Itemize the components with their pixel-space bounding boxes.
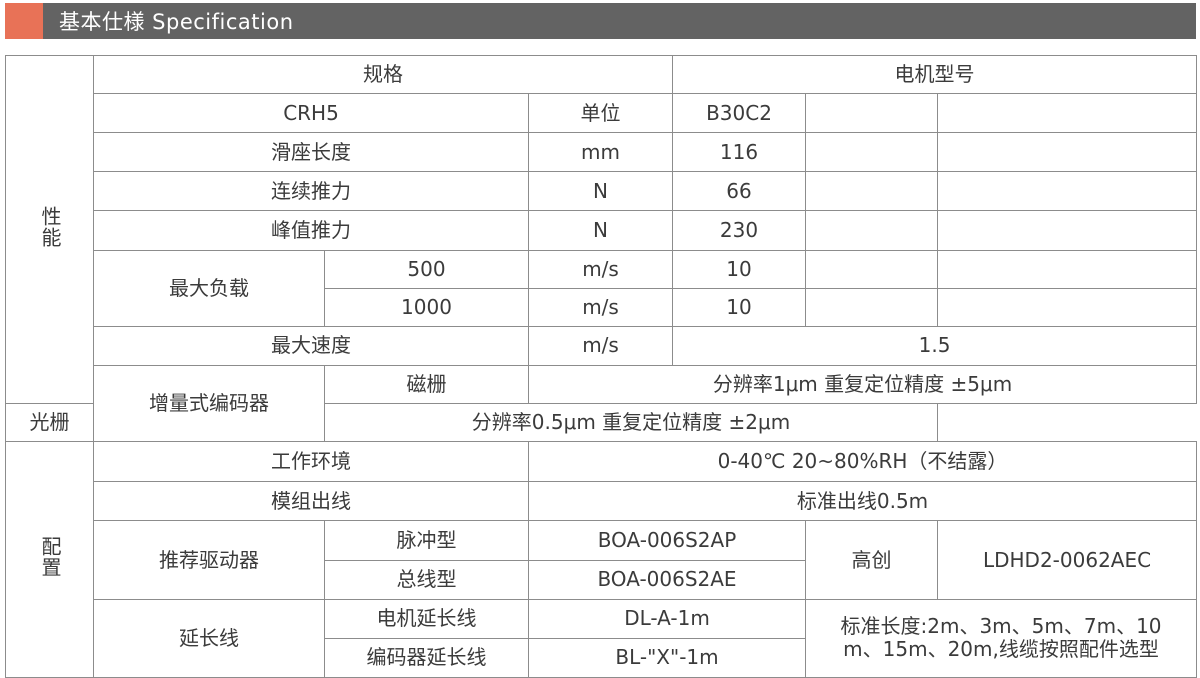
table-row: 总线型 BOA-006S2AE <box>6 559 1197 600</box>
row-label: 增量式编码器 <box>93 364 325 443</box>
table-row: 最大速度 m/s 1.5 <box>6 325 1198 366</box>
row-value: 116 <box>672 132 807 173</box>
row-sublabel: 500 <box>324 249 529 289</box>
row-value-empty-1 <box>805 210 939 251</box>
row-unit: mm <box>527 132 674 173</box>
row-label: CRH5 <box>93 93 529 134</box>
driver-brand: 高创 <box>805 520 939 600</box>
row-value: DL-A-1m <box>527 598 807 639</box>
row-unit: 单位 <box>527 93 674 134</box>
table-row: CRH5 单位 B30C2 <box>6 93 1198 134</box>
row-label: 峰值推力 <box>93 210 529 251</box>
column-header-motor-model: 电机型号 <box>672 54 1198 95</box>
row-sublabel: 光栅 <box>5 403 94 443</box>
row-value: BOA-006S2AP <box>527 520 807 561</box>
row-label: 滑座长度 <box>93 132 529 173</box>
accent-swatch <box>5 3 43 39</box>
row-value-empty-2 <box>937 132 1198 173</box>
table-row: 1000 m/s 10 <box>6 287 1198 327</box>
row-value-empty-1 <box>805 93 939 134</box>
row-unit: N <box>527 171 674 212</box>
row-sublabel: 脉冲型 <box>324 520 529 561</box>
row-value: B30C2 <box>672 93 807 134</box>
row-value-empty-1 <box>805 132 939 173</box>
row-value: 分辨率0.5μm 重复定位精度 ±2μm <box>323 403 939 443</box>
row-unit: m/s <box>527 249 674 289</box>
table-row: 增量式编码器 磁栅 分辨率1μm 重复定位精度 ±5μm <box>6 364 1198 443</box>
row-value-empty-1 <box>805 249 939 289</box>
row-value: 10 <box>672 249 807 289</box>
specification-table: 性能 规格 电机型号 CRH5 单位 B30C2 滑座长度 mm 116 <box>5 54 1198 678</box>
row-label: 连续推力 <box>93 171 529 212</box>
row-value: 1.5 <box>672 325 1198 366</box>
table-header-row: 性能 规格 电机型号 <box>5 54 1198 405</box>
row-value: 230 <box>672 210 807 251</box>
row-value-empty-2 <box>937 249 1198 289</box>
row-unit: m/s <box>527 325 674 366</box>
row-value-empty-1 <box>805 287 939 327</box>
section-label-configuration: 配置 <box>5 441 94 678</box>
row-sublabel: 1000 <box>324 287 529 327</box>
row-value-empty-2 <box>937 287 1198 327</box>
section-title-bar: 基本仕様 Specification <box>5 3 1196 39</box>
row-sublabel: 电机延长线 <box>324 598 529 639</box>
row-sublabel: 编码器延长线 <box>324 637 529 678</box>
row-label: 模组出线 <box>93 481 529 522</box>
row-value-empty-1 <box>805 171 939 212</box>
column-header-spec: 规格 <box>92 54 674 95</box>
extension-length-note-line1: 标准长度:2m、3m、5m、7m、10 <box>840 614 1162 639</box>
row-value: BL-"X"-1m <box>527 637 807 678</box>
table-row: 滑座长度 mm 116 <box>6 132 1198 173</box>
table-row: 模组出线 标准出线0.5m <box>6 481 1198 522</box>
driver-brand-model: LDHD2-0062AEC <box>937 520 1198 600</box>
section-label-performance: 性能 <box>5 54 94 405</box>
title-bar-background: 基本仕様 Specification <box>43 3 1196 39</box>
row-label: 延长线 <box>93 598 325 678</box>
table-row: 连续推力 N 66 <box>6 171 1198 212</box>
extension-length-note-line2: m、15m、20m,线缆按照配件选型 <box>843 637 1159 662</box>
table-row: 延长线 电机延长线 DL-A-1m 标准长度:2m、3m、5m、7m、10 m、… <box>6 598 1198 678</box>
row-label: 工作环境 <box>93 441 529 483</box>
extension-length-note: 标准长度:2m、3m、5m、7m、10 m、15m、20m,线缆按照配件选型 <box>805 598 1198 678</box>
row-value: 66 <box>672 171 807 212</box>
row-value-empty-2 <box>937 210 1198 251</box>
row-value-empty-2 <box>937 93 1198 134</box>
row-label: 最大负载 <box>93 249 325 327</box>
table-row: 推荐驱动器 脉冲型 BOA-006S2AP 高创 LDHD2-0062AEC <box>6 520 1198 600</box>
table-row: 编码器延长线 BL-"X"-1m <box>6 637 1197 678</box>
row-value: 0-40℃ 20~80%RH（不结露） <box>527 441 1198 483</box>
row-value: 标准出线0.5m <box>527 481 1198 522</box>
row-value: BOA-006S2AE <box>527 559 807 600</box>
table-row: 配置 工作环境 0-40℃ 20~80%RH（不结露） <box>5 441 1198 678</box>
row-value: 10 <box>672 287 807 327</box>
row-sublabel: 磁栅 <box>324 364 529 405</box>
row-unit: N <box>527 210 674 251</box>
table-row: 峰值推力 N 230 <box>6 210 1198 251</box>
row-label: 最大速度 <box>93 325 529 366</box>
table-row: 最大负载 500 m/s 10 <box>6 249 1198 327</box>
page-title: 基本仕様 Specification <box>59 10 294 34</box>
row-sublabel: 总线型 <box>324 559 529 600</box>
row-unit: m/s <box>527 287 674 327</box>
table-row: 光栅 分辨率0.5μm 重复定位精度 ±2μm <box>5 403 1197 443</box>
row-value: 分辨率1μm 重复定位精度 ±5μm <box>527 364 1198 405</box>
row-label: 推荐驱动器 <box>93 520 325 600</box>
row-value-empty-2 <box>937 171 1198 212</box>
